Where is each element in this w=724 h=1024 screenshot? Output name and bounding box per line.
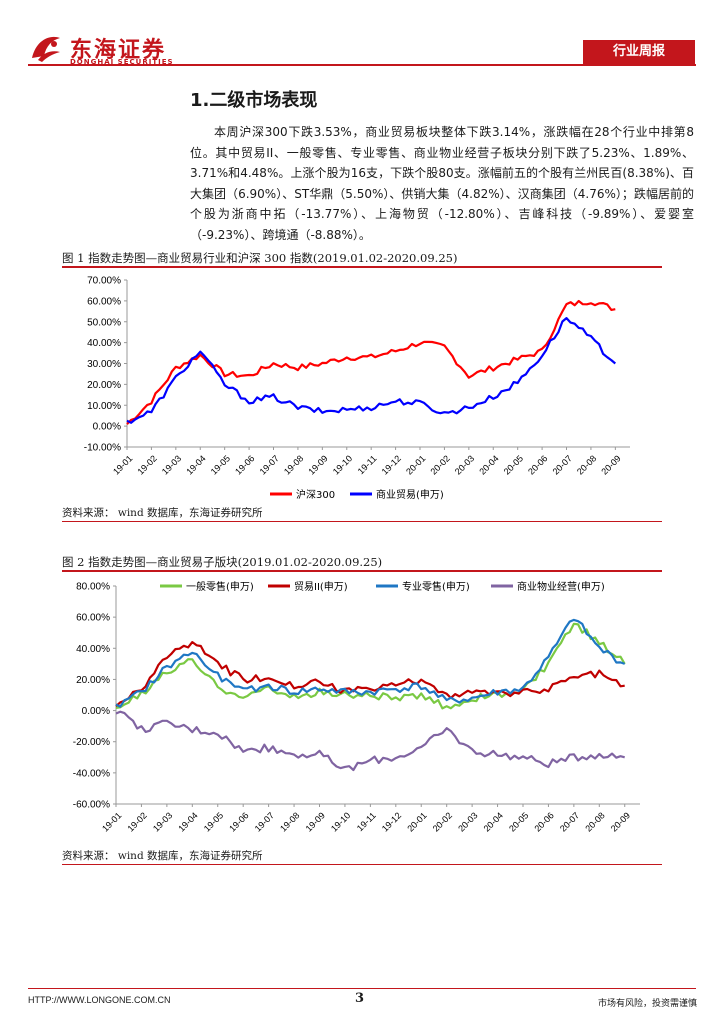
market-summary-paragraph: 本周沪深300下跌3.53%，商业贸易板块整体下跌3.14%，涨跌幅在28个行业… <box>190 125 694 242</box>
x-tick-label: 19-06 <box>227 810 250 833</box>
y-tick-label: 80.00% <box>76 582 110 593</box>
x-tick-label: 19-05 <box>202 810 225 833</box>
risk-disclaimer: 市场有风险，投资需谨慎 <box>598 999 698 1009</box>
series-line-1 <box>115 622 626 710</box>
figure2-bottom-rule <box>62 864 662 865</box>
x-tick-label: 20-02 <box>431 810 454 833</box>
x-tick-label: 19-07 <box>253 810 276 833</box>
y-tick-label: -20.00% <box>73 737 110 748</box>
header-divider <box>28 64 696 66</box>
y-tick-label: -10.00% <box>84 443 121 454</box>
series-line-2 <box>126 317 617 424</box>
x-tick-label: 20-09 <box>609 810 632 833</box>
x-tick-label: 19-08 <box>278 810 301 833</box>
legend-label: 商业贸易(申万) <box>376 488 444 501</box>
y-tick-label: 60.00% <box>76 613 110 624</box>
legend-label: 专业零售(申万) <box>402 580 470 593</box>
y-tick-label: 0.00% <box>93 422 121 433</box>
y-tick-label: 10.00% <box>87 401 121 412</box>
brand-name-cn: 东海证券 <box>70 37 167 63</box>
legend-label: 沪深300 <box>296 488 335 501</box>
page-number: 3 <box>355 991 365 1006</box>
y-tick-label: -40.00% <box>73 768 110 779</box>
x-tick-label: 19-11 <box>355 810 378 833</box>
figure2-source: 资料来源： wind 数据库，东海证券研究所 <box>62 850 263 862</box>
y-tick-label: 0.00% <box>82 706 110 717</box>
brand-name-en: DONGHAI SECURITIES <box>70 58 174 66</box>
x-tick-label: 19-02 <box>125 810 148 833</box>
x-tick-label: 20-07 <box>558 810 581 833</box>
series-line-2 <box>115 641 625 708</box>
x-tick-label: 19-03 <box>151 810 174 833</box>
footer-divider <box>28 988 696 989</box>
x-tick-label: 20-08 <box>583 810 606 833</box>
footer-url-link[interactable]: HTTP://WWW.LONGONE.COM.CN <box>28 995 171 1005</box>
y-tick-label: 20.00% <box>76 675 110 686</box>
company-logo-icon <box>32 36 60 62</box>
y-tick-label: 30.00% <box>87 359 121 370</box>
y-tick-label: 50.00% <box>87 317 121 328</box>
figure1-source: 资料来源： wind 数据库，东海证券研究所 <box>62 507 263 519</box>
figure1-bottom-rule <box>62 521 662 522</box>
x-tick-label: 20-01 <box>405 810 428 833</box>
y-tick-label: 60.00% <box>87 296 121 307</box>
series-line-4 <box>115 710 625 772</box>
x-tick-label: 20-04 <box>482 810 505 833</box>
y-tick-label: 40.00% <box>87 338 121 349</box>
x-tick-label: 20-03 <box>456 810 479 833</box>
x-tick-label: 19-09 <box>304 810 327 833</box>
x-tick-label: 19-01 <box>100 810 123 833</box>
series-line-1 <box>126 299 616 425</box>
y-tick-label: -60.00% <box>73 800 110 811</box>
x-tick-label: 19-04 <box>176 810 199 833</box>
y-tick-label: 70.00% <box>87 276 121 287</box>
series-line-3 <box>115 618 626 708</box>
figure1-top-rule <box>62 266 662 268</box>
figure2-title: 图 2 指数走势图—商业贸易子版块(2019.01.02-2020.09.25) <box>62 555 383 569</box>
figure1-title: 图 1 指数走势图—商业贸易行业和沪深 300 指数(2019.01.02-20… <box>62 251 458 265</box>
x-tick-label: 19-12 <box>380 810 403 833</box>
x-tick-label: 19-10 <box>329 810 352 833</box>
x-tick-label: 20-06 <box>532 810 555 833</box>
y-tick-label: 20.00% <box>87 380 121 391</box>
figure2-top-rule <box>62 570 662 572</box>
legend-label: 商业物业经营(申万) <box>517 580 605 593</box>
legend-label: 贸易II(申万) <box>294 580 348 593</box>
y-tick-label: 40.00% <box>76 644 110 655</box>
legend-label: 一般零售(申万) <box>186 580 254 593</box>
report-type-tag: 行业周报 <box>583 40 695 64</box>
x-tick-label: 20-05 <box>507 810 530 833</box>
section-title: 1.二级市场表现 <box>190 90 318 111</box>
